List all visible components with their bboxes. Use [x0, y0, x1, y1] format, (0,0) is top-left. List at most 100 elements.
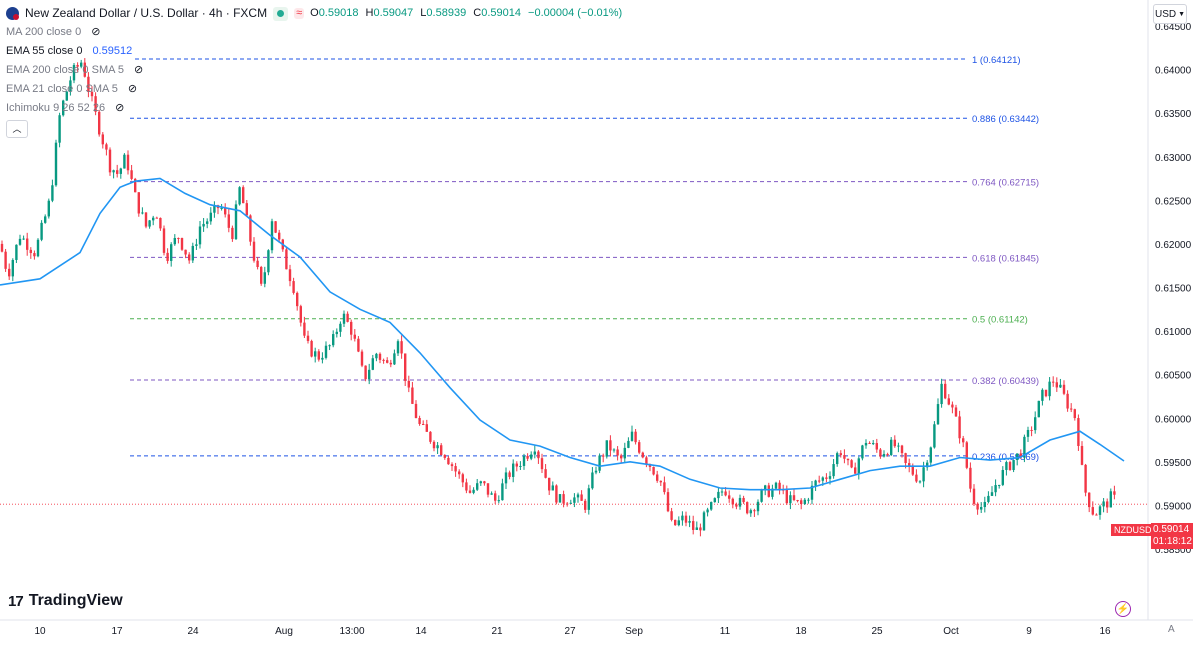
- candle-body: [479, 481, 482, 484]
- currency-button[interactable]: USD ▼: [1153, 4, 1187, 24]
- indicator-ichimoku[interactable]: Ichimoku 9 26 52 26 ⊘: [6, 99, 626, 118]
- candle-body: [1012, 459, 1015, 470]
- eye-hidden-icon[interactable]: ⊘: [115, 102, 125, 114]
- candle-body: [760, 490, 763, 502]
- candle-body: [724, 491, 727, 496]
- candle-body: [677, 520, 680, 526]
- candle-body: [566, 503, 569, 505]
- candle-body: [908, 463, 911, 467]
- candle-body: [51, 185, 54, 201]
- indicator-ema200[interactable]: EMA 200 close 0 SMA 5 ⊘: [6, 61, 626, 80]
- candle-body: [65, 91, 68, 101]
- eye-hidden-icon[interactable]: ⊘: [127, 83, 138, 95]
- candle-body: [818, 480, 821, 482]
- candle-body: [1088, 492, 1091, 508]
- chevron-down-icon: ▼: [1178, 10, 1186, 18]
- x-tick-label: Aug: [275, 626, 293, 637]
- indicator-label: MA 200 close 0: [6, 26, 82, 38]
- ema55-line: [0, 177, 1125, 491]
- eye-hidden-icon[interactable]: ⊘: [134, 64, 144, 76]
- indicator-ma200[interactable]: MA 200 close 0 ⊘: [6, 23, 626, 42]
- candle-body: [274, 221, 277, 233]
- candle-body: [666, 492, 670, 512]
- candle-body: [112, 170, 115, 173]
- candle-body: [90, 91, 94, 97]
- candle-body: [1041, 389, 1044, 401]
- candle-body: [900, 445, 904, 454]
- candle-body: [130, 170, 133, 179]
- candle-body: [364, 365, 367, 380]
- candle-body: [98, 111, 101, 135]
- candle-body: [1059, 384, 1062, 388]
- candle-body: [458, 471, 461, 475]
- candle-body: [497, 500, 500, 502]
- candle-body: [656, 474, 659, 481]
- auto-scale-button[interactable]: A: [1168, 624, 1175, 635]
- lightning-icon[interactable]: ⚡: [1115, 601, 1131, 617]
- y-tick-label: 0.63000: [1155, 153, 1192, 164]
- candle-body: [238, 187, 241, 205]
- candle-body: [602, 455, 605, 457]
- candle-body: [443, 455, 446, 458]
- candle-body: [411, 387, 414, 404]
- market-status-button[interactable]: [273, 6, 289, 21]
- candle-body: [1102, 501, 1105, 507]
- candle-body: [177, 237, 180, 239]
- candle-body: [170, 244, 173, 261]
- candle-body: [184, 249, 187, 255]
- candle-body: [342, 313, 346, 324]
- candle-body: [548, 477, 551, 491]
- candle-body: [332, 334, 335, 346]
- candle-body: [292, 281, 295, 293]
- candle-body: [22, 238, 25, 240]
- candle-body: [911, 466, 914, 475]
- x-tick-label: Oct: [943, 626, 959, 637]
- candle-body: [652, 466, 655, 475]
- candle-body: [987, 495, 990, 502]
- y-tick-label: 0.61500: [1155, 284, 1192, 295]
- candle-body: [213, 205, 216, 213]
- candle-body: [62, 100, 65, 116]
- candle-body: [638, 442, 641, 453]
- candle-body: [1001, 469, 1004, 485]
- indicator-ema21[interactable]: EMA 21 close 0 SMA 5 ⊘: [6, 80, 626, 99]
- candle-body: [400, 341, 403, 354]
- candle-body: [418, 417, 421, 424]
- symbol-title[interactable]: New Zealand Dollar / U.S. Dollar · 4h · …: [25, 6, 268, 20]
- candle-body: [407, 380, 410, 388]
- symbol-header[interactable]: New Zealand Dollar / U.S. Dollar · 4h · …: [6, 4, 626, 23]
- candle-body: [0, 243, 4, 252]
- candle-body: [249, 215, 252, 242]
- tradingview-logo[interactable]: 17 TradingView: [8, 592, 123, 610]
- indicator-ema55[interactable]: EMA 55 close 0 0.59512: [6, 42, 626, 61]
- candle-body: [386, 360, 389, 363]
- candle-body: [659, 480, 662, 483]
- candle-body: [512, 463, 515, 477]
- candle-body: [893, 439, 896, 447]
- candle-body: [1026, 429, 1030, 437]
- eye-hidden-icon[interactable]: ⊘: [91, 26, 101, 38]
- candle-body: [486, 483, 490, 495]
- candle-body: [375, 353, 378, 359]
- wave-icon[interactable]: ≈: [294, 7, 305, 19]
- candle-body: [519, 465, 522, 467]
- fib-level-label: 0.886 (0.63442): [972, 114, 1039, 125]
- candle-body: [191, 245, 194, 261]
- candle-body: [440, 445, 443, 456]
- candle-body: [936, 404, 940, 425]
- candle-body: [1084, 464, 1087, 493]
- candle-body: [159, 217, 162, 229]
- collapse-legend-button[interactable]: ︿: [6, 120, 28, 138]
- candle-body: [756, 501, 760, 512]
- candle-body: [461, 474, 464, 483]
- candle-body: [980, 507, 983, 510]
- candle-body: [4, 251, 7, 269]
- candle-body: [454, 466, 457, 472]
- candle-body: [227, 214, 230, 228]
- candle-body: [137, 192, 140, 214]
- candle-body: [861, 445, 864, 459]
- candle-body: [1052, 381, 1055, 383]
- candle-body: [576, 494, 580, 498]
- candle-body: [522, 455, 526, 466]
